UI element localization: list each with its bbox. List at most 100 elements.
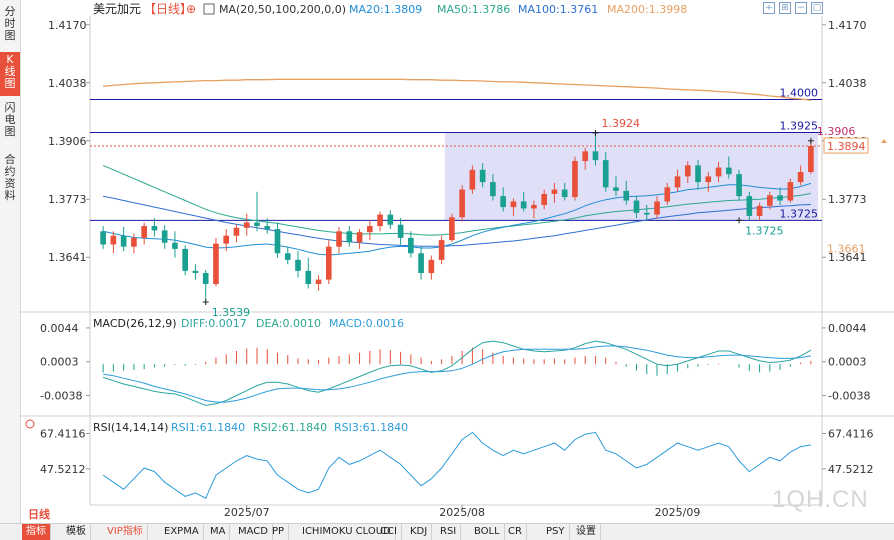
indicator-tab-设置[interactable]: 设置: [572, 524, 601, 540]
price-tick-label-left: 1.3773: [48, 193, 87, 206]
candle-body: [808, 146, 814, 172]
zoom-out-icon[interactable]: −: [795, 2, 807, 14]
candle-body: [777, 195, 783, 201]
side-tab-shandian[interactable]: 闪电图: [4, 101, 16, 138]
candle-body: [428, 259, 435, 274]
indicator-toolbar: 指标 模板 VIP指标 EXPMA MA MACD PP ICHIMOKU CLOUD CCI K…: [0, 523, 894, 540]
macd-dif-line: [102, 340, 812, 406]
candle-body: [551, 189, 558, 194]
candle-body: [100, 231, 106, 245]
zoom-in-icon[interactable]: +: [763, 2, 775, 14]
indicator-tab-cr[interactable]: CR: [504, 524, 527, 540]
square-icon[interactable]: □: [811, 2, 823, 14]
indicator-tab-expma[interactable]: EXPMA: [160, 524, 204, 540]
indicator-tab-macd[interactable]: MACD: [234, 524, 273, 540]
candle-body: [223, 235, 230, 244]
side-tab-fenshi[interactable]: 分时图: [4, 5, 16, 42]
macd-tick-label-right: 0.0044: [828, 322, 867, 335]
candle-body: [469, 169, 476, 190]
indicator-tab-vip指标[interactable]: VIP指标: [103, 524, 148, 540]
candle-body: [695, 165, 701, 183]
candle-body: [264, 226, 271, 230]
indicator-tab-rsi[interactable]: RSI: [436, 524, 462, 540]
candle-body: [623, 190, 630, 201]
side-tab-heyue[interactable]: 合约资料: [4, 153, 16, 202]
rsi2-value: RSI2:61.1840: [253, 421, 327, 434]
candle-body: [715, 167, 722, 177]
level-label-1.4000: 1.4000: [780, 86, 819, 99]
price-chart[interactable]: 1.4170 1.4170 1.4038 1.4038 1.3906 1.3906 1.37…: [0, 0, 894, 524]
candle-body: [684, 165, 691, 177]
candle-body: [705, 176, 712, 183]
candle-body: [438, 240, 445, 260]
candle-body: [284, 253, 291, 260]
current-price-label: 1.3894: [827, 140, 866, 153]
ma-indicator-label: MA(20,50,100,200,0,0): [219, 3, 346, 16]
candle-body: [151, 226, 158, 231]
ma200-line: [103, 78, 811, 102]
candle-body: [541, 193, 548, 205]
indicator-tab-cci[interactable]: CCI: [376, 524, 402, 540]
ma20-value: MA20:1.3809: [349, 3, 422, 16]
candle-body: [274, 229, 281, 254]
extreme-label: 1.3725: [745, 224, 784, 237]
macd-value: MACD:0.0016: [329, 317, 404, 330]
extreme-label: 1.3539: [212, 306, 251, 319]
ma50-line: [102, 164, 811, 236]
candle-body: [346, 231, 353, 243]
ma100-line: [103, 195, 811, 247]
ma-settings-icon: [203, 3, 215, 15]
right-marker-label: 1.3661: [827, 242, 866, 255]
price-tick-label-right: 1.4038: [828, 77, 867, 90]
consolidation-range-box: [444, 132, 818, 221]
candle-body: [161, 230, 168, 243]
candle-body: [736, 174, 742, 197]
candle-body: [141, 226, 147, 238]
indicator-tab-ichimoku-cloud[interactable]: ICHIMOKU CLOUD: [298, 524, 396, 540]
price-tick-label-right: 1.3641: [828, 251, 867, 264]
candle-body: [336, 231, 342, 247]
candle-body: [356, 232, 363, 243]
candle-body: [387, 214, 394, 225]
candle-body: [664, 187, 671, 202]
candle-body: [233, 227, 240, 236]
period-label: 【日线】: [144, 2, 192, 16]
candle-body: [315, 279, 322, 285]
candle-body: [243, 222, 250, 228]
candle-body: [643, 212, 650, 215]
candle-body: [325, 246, 332, 280]
candle-body: [213, 243, 219, 285]
macd-tick-label-right: -0.0038: [828, 390, 870, 403]
rsi-line: [102, 431, 811, 499]
candle-body: [172, 242, 178, 249]
candle-body: [582, 151, 589, 161]
candle-body: [459, 189, 465, 218]
candle-body: [602, 160, 609, 188]
candle-body: [520, 201, 527, 209]
indicator-tab-ma[interactable]: MA: [206, 524, 231, 540]
price-tick-label-right: 1.3773: [828, 193, 867, 206]
time-tick-label: 2025/08: [439, 506, 485, 519]
period-badge[interactable]: 日线: [28, 508, 50, 521]
rsi-tick-label-left: 67.4116: [40, 427, 86, 440]
candle-body: [674, 176, 681, 188]
indicator-tab-指标[interactable]: 指标: [22, 524, 51, 540]
indicator-tab-模板[interactable]: 模板: [62, 524, 91, 540]
indicator-tab-boll[interactable]: BOLL: [470, 524, 505, 540]
price-tick-label-left: 1.3906: [48, 135, 87, 148]
indicator-tab-kdj[interactable]: KDJ: [406, 524, 433, 540]
macd-tick-label-left: 0.0044: [40, 322, 79, 335]
candle-body: [746, 196, 753, 216]
candle-body: [377, 214, 383, 227]
candle-body: [633, 200, 640, 213]
indicator-tab-psy[interactable]: PSY: [542, 524, 570, 540]
watermark: 1QH.CN: [772, 486, 869, 513]
grid-icon[interactable]: ⊞: [779, 2, 791, 14]
candle-body: [561, 189, 568, 198]
candle-body: [767, 195, 773, 206]
candle-body: [192, 270, 199, 274]
rsi-tick-label-right: 67.4116: [828, 427, 874, 440]
indicator-tab-pp[interactable]: PP: [268, 524, 290, 540]
